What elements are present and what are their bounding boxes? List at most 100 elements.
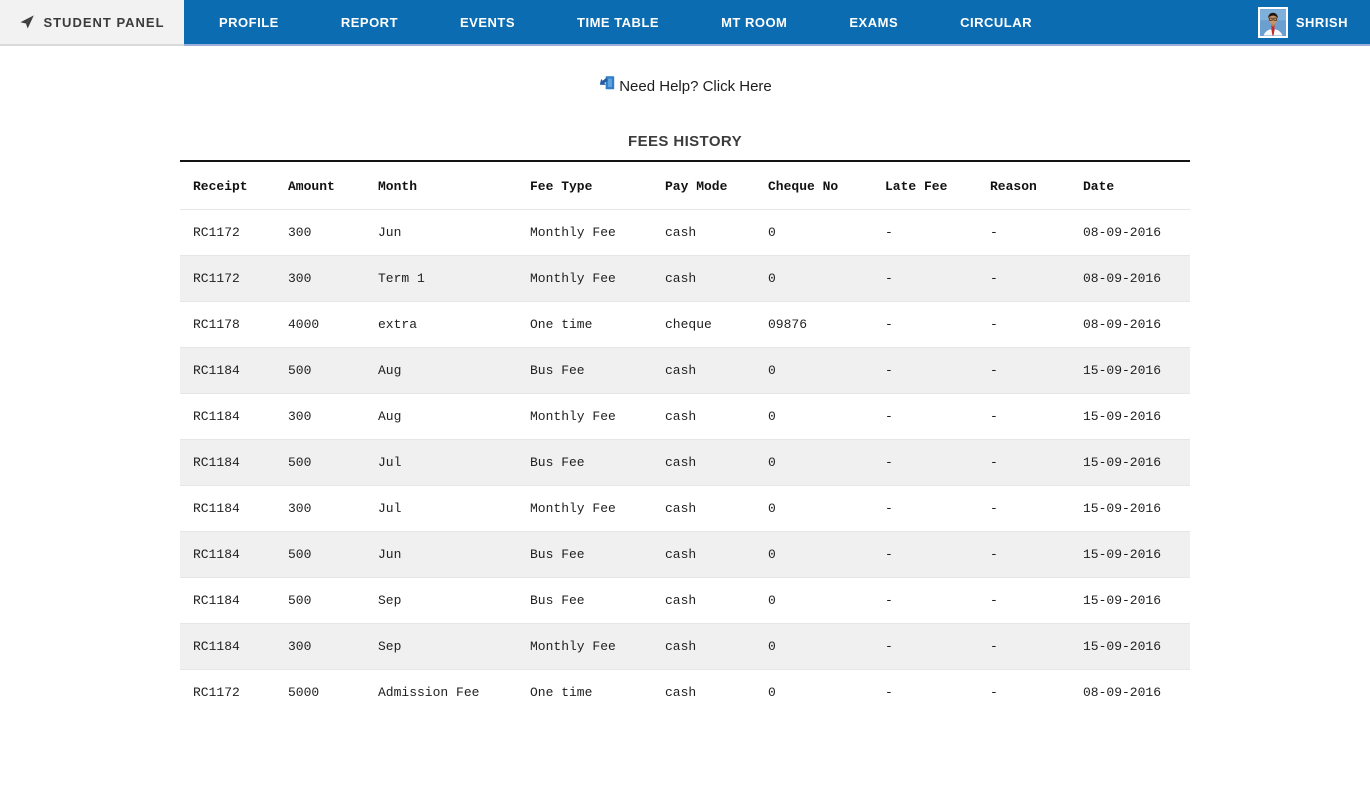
- cell-month: Sep: [378, 593, 402, 608]
- table-row: RC1184 500 Aug Bus Fee cash 0 - - 15-09-…: [180, 347, 1190, 394]
- nav-item-exams[interactable]: EXAMS: [849, 14, 899, 30]
- table-row: RC1184 300 Aug Monthly Fee cash 0 - - 15…: [180, 393, 1190, 440]
- brand-label: STUDENT PANEL: [43, 14, 165, 30]
- cell-late-fee: -: [885, 225, 893, 240]
- cell-reason: -: [990, 409, 998, 424]
- cell-cheque-no: 0: [768, 363, 776, 378]
- cell-receipt: RC1184: [193, 501, 240, 516]
- cell-month: Term 1: [378, 271, 425, 286]
- cell-late-fee: -: [885, 317, 893, 332]
- column-header: Date: [1083, 179, 1115, 194]
- table-row: RC1184 500 Jul Bus Fee cash 0 - - 15-09-…: [180, 439, 1190, 486]
- cell-receipt: RC1172: [193, 685, 240, 700]
- cell-amount: 500: [288, 363, 312, 378]
- cell-late-fee: -: [885, 455, 893, 470]
- cell-receipt: RC1184: [193, 455, 240, 470]
- cell-reason: -: [990, 593, 998, 608]
- cell-pay-mode: cash: [665, 593, 697, 608]
- table-row: RC1184 300 Sep Monthly Fee cash 0 - - 15…: [180, 623, 1190, 670]
- nav-item-time-table[interactable]: TIME TABLE: [577, 14, 660, 30]
- cell-fee-type: One time: [530, 685, 593, 700]
- cell-reason: -: [990, 639, 998, 654]
- table-row: RC1184 500 Sep Bus Fee cash 0 - - 15-09-…: [180, 577, 1190, 624]
- user-menu[interactable]: SHRISH: [1257, 6, 1370, 38]
- nav-blue-bar: PROFILE REPORT EVENTS TIME TABLE MT ROOM…: [184, 0, 1370, 46]
- cell-fee-type: Monthly Fee: [530, 225, 616, 240]
- cell-pay-mode: cash: [665, 639, 697, 654]
- help-link[interactable]: Need Help? Click Here: [0, 76, 1370, 95]
- table-row: RC1178 4000 extra One time cheque 09876 …: [180, 301, 1190, 348]
- cell-pay-mode: cash: [665, 363, 697, 378]
- cell-fee-type: Bus Fee: [530, 593, 585, 608]
- cell-date: 15-09-2016: [1083, 547, 1162, 562]
- top-navbar: STUDENT PANEL PROFILE REPORT EVENTS TIME…: [0, 0, 1370, 46]
- cell-fee-type: Bus Fee: [530, 363, 585, 378]
- cell-date: 15-09-2016: [1083, 363, 1162, 378]
- cell-cheque-no: 0: [768, 455, 776, 470]
- cell-date: 15-09-2016: [1083, 593, 1162, 608]
- cell-fee-type: Monthly Fee: [530, 271, 616, 286]
- cell-date: 08-09-2016: [1083, 271, 1162, 286]
- cell-pay-mode: cash: [665, 225, 697, 240]
- nav-item-report[interactable]: REPORT: [340, 14, 399, 30]
- cell-fee-type: One time: [530, 317, 593, 332]
- brand-student-panel[interactable]: STUDENT PANEL: [0, 0, 184, 46]
- table-header-row: Receipt Amount Month Fee Type Pay Mode C…: [180, 161, 1190, 210]
- fees-history-table-container: Receipt Amount Month Fee Type Pay Mode C…: [180, 160, 1190, 715]
- cell-fee-type: Monthly Fee: [530, 639, 616, 654]
- column-header: Amount: [288, 179, 335, 194]
- help-link-label: Need Help? Click Here: [619, 78, 772, 95]
- nav-item-mt-room[interactable]: MT ROOM: [721, 14, 788, 30]
- table-body: RC1172 300 Jun Monthly Fee cash 0 - - 08…: [180, 209, 1190, 715]
- cell-pay-mode: cash: [665, 271, 697, 286]
- cell-month: Sep: [378, 639, 402, 654]
- cell-reason: -: [990, 501, 998, 516]
- page-title: FEES HISTORY: [628, 133, 742, 150]
- table-row: RC1172 300 Term 1 Monthly Fee cash 0 - -…: [180, 255, 1190, 302]
- column-header: Late Fee: [885, 179, 948, 194]
- cell-fee-type: Monthly Fee: [530, 409, 616, 424]
- cell-pay-mode: cash: [665, 455, 697, 470]
- column-header: Reason: [990, 179, 1037, 194]
- cell-receipt: RC1184: [193, 409, 240, 424]
- cell-late-fee: -: [885, 639, 893, 654]
- column-header: Month: [378, 179, 418, 194]
- cell-amount: 4000: [288, 317, 320, 332]
- cell-pay-mode: cash: [665, 685, 697, 700]
- cell-amount: 300: [288, 409, 312, 424]
- cell-reason: -: [990, 317, 998, 332]
- cell-receipt: RC1184: [193, 593, 240, 608]
- nav-item-profile[interactable]: PROFILE: [219, 14, 279, 30]
- cell-late-fee: -: [885, 363, 893, 378]
- cell-receipt: RC1172: [193, 271, 240, 286]
- cell-month: Jul: [378, 455, 402, 470]
- paper-plane-icon: [19, 14, 35, 30]
- cell-date: 15-09-2016: [1083, 639, 1162, 654]
- column-header: Pay Mode: [665, 179, 728, 194]
- nav-item-circular[interactable]: CIRCULAR: [960, 14, 1033, 30]
- cell-pay-mode: cash: [665, 547, 697, 562]
- cell-cheque-no: 09876: [768, 317, 808, 332]
- cell-receipt: RC1184: [193, 363, 240, 378]
- cell-amount: 300: [288, 639, 312, 654]
- fees-history-table: Receipt Amount Month Fee Type Pay Mode C…: [180, 160, 1190, 715]
- cell-amount: 300: [288, 271, 312, 286]
- cell-late-fee: -: [885, 685, 893, 700]
- cell-late-fee: -: [885, 547, 893, 562]
- cell-cheque-no: 0: [768, 547, 776, 562]
- cell-fee-type: Bus Fee: [530, 547, 585, 562]
- cell-amount: 5000: [288, 685, 320, 700]
- cell-late-fee: -: [885, 501, 893, 516]
- table-row: RC1184 500 Jun Bus Fee cash 0 - - 15-09-…: [180, 531, 1190, 578]
- cell-date: 15-09-2016: [1083, 501, 1162, 516]
- cell-amount: 500: [288, 593, 312, 608]
- column-header: Fee Type: [530, 179, 593, 194]
- cell-fee-type: Monthly Fee: [530, 501, 616, 516]
- nav-item-events[interactable]: EVENTS: [460, 14, 516, 30]
- cell-cheque-no: 0: [768, 501, 776, 516]
- cell-month: Jun: [378, 547, 402, 562]
- cell-reason: -: [990, 225, 998, 240]
- cell-fee-type: Bus Fee: [530, 455, 585, 470]
- cell-cheque-no: 0: [768, 685, 776, 700]
- cell-amount: 500: [288, 455, 312, 470]
